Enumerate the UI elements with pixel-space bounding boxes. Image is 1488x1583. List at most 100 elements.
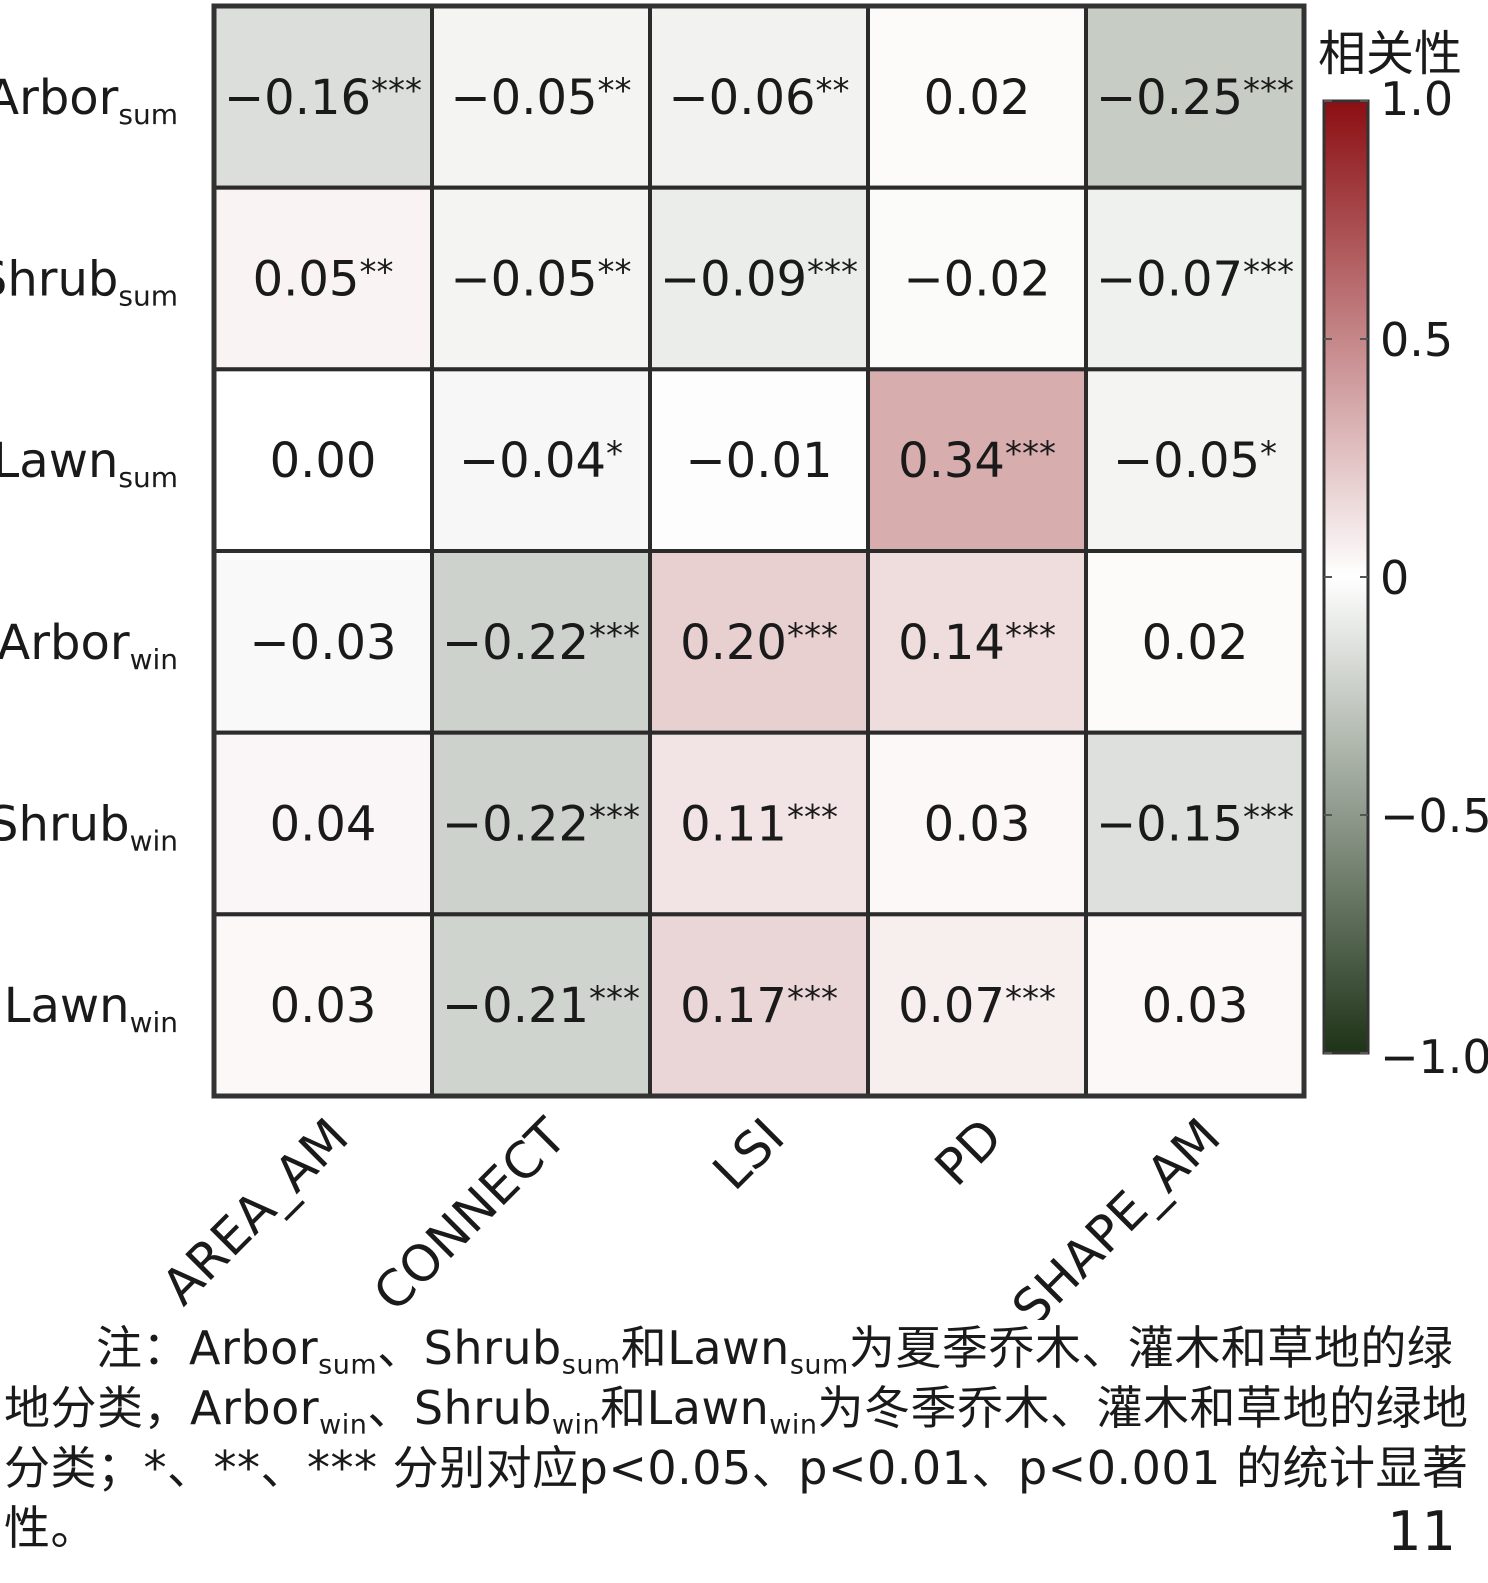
cell-value-label: 0.03 [1142,978,1249,1034]
note-text: 和 [620,1321,668,1375]
row-label-base: Lawn [4,978,130,1034]
note-variable: Arbor [190,1381,320,1435]
significance-stars: *** [787,979,838,1019]
cell-value-label: 0.04 [270,797,377,853]
row-label-subscript: win [130,1006,178,1039]
cell-value-label: 0.14*** [898,615,1056,671]
row-labels: ArborsumShrubsumLawnsumArborwinShrubwinL… [0,70,178,1039]
significance-stars: *** [787,616,838,656]
colorbar-tick-label: 0.5 [1380,313,1453,367]
note-variable: Arbor [189,1321,319,1375]
significance-stars: *** [1243,798,1294,838]
cell-value: −0.05 [450,70,597,126]
heatmap-cell [212,4,434,190]
note-variable-subscript: win [319,1409,368,1441]
cell-value-label: −0.01 [685,433,832,489]
heatmap-cell [866,185,1088,372]
cell-value-label: 0.02 [924,70,1031,126]
heatmap-cell [648,912,870,1098]
heatmap-cell [212,730,434,917]
cell-value: 0.11 [680,797,787,853]
row-label-subscript: sum [118,280,178,313]
cell-value-label: 0.03 [924,797,1031,853]
row-label-base: Shrub [0,252,118,308]
note-variable-subscript: win [769,1409,818,1441]
row-label: Shrubwin [0,797,178,858]
significance-stars: ** [816,71,850,111]
significance-stars: *** [807,253,858,293]
cell-value-label: −0.21*** [442,978,640,1034]
row-label-subscript: sum [118,461,178,494]
significance-stars: *** [589,798,640,838]
note-prefix: 注： [96,1321,189,1375]
cell-value-label: 0.05** [253,252,394,308]
column-label: CONNECT [362,1107,577,1320]
cell-value-label: −0.07*** [1096,252,1294,308]
heatmap-cell [648,367,870,554]
cell-value: 0.03 [270,978,377,1034]
colorbar-ticks: 1.0 0.5 0 −0.5 −1.0 [1324,72,1488,1084]
row-label-subscript: sum [118,98,178,131]
heatmap-cell [430,912,652,1098]
cell-value: 0.07 [898,978,1005,1034]
note-variable-subscript: win [551,1409,601,1441]
row-label-base: Arbor [0,615,130,671]
heatmap-cell [212,185,434,372]
column-label: SHAPE_AM [1001,1107,1231,1320]
cell-value-label: 0.00 [270,433,377,489]
cell-value-label: 0.07*** [898,978,1056,1034]
significance-stars: *** [787,798,838,838]
page-number: 11 [1387,1500,1456,1563]
cell-value-label: 0.17*** [680,978,838,1034]
colorbar-tick-label: 1.0 [1380,72,1453,126]
cell-value: −0.09 [660,252,807,308]
heatmap-cell [1084,367,1306,554]
cell-value-label: −0.02 [903,252,1050,308]
heatmap-cell [430,730,652,917]
note-variable: Lawn [646,1381,770,1435]
significance-stars: *** [589,616,640,656]
cell-value: −0.25 [1096,70,1243,126]
note-text: 为夏季乔木、灌木和草地的绿地分类， [4,1321,1454,1435]
cell-value-label: −0.16*** [224,70,422,126]
cell-value: 0.34 [898,433,1005,489]
correlation-heatmap-chart: −0.16*** −0.05** −0.06** 0.02 −0.25***0.05**… [0,3,1488,1320]
cell-value: 0.03 [1142,978,1249,1034]
cell-value: −0.06 [668,70,815,126]
row-label-base: Lawn [0,433,118,489]
note-variable: Shrub [413,1381,552,1435]
colorbar-tick-label: −1.0 [1380,1030,1488,1084]
heatmap-cell [866,4,1088,190]
cell-value-label: −0.05** [450,252,631,308]
significance-stars: *** [1243,253,1294,293]
row-label: Arborsum [0,70,178,131]
column-label: AREA_AM [151,1107,360,1316]
significance-stars: *** [589,979,640,1019]
significance-stars: ** [598,71,632,111]
cell-value: −0.07 [1096,252,1243,308]
row-label-base: Shrub [0,797,130,853]
significance-stars: *** [1243,71,1294,111]
row-label: Lawnsum [0,433,178,494]
cell-value: −0.04 [459,433,606,489]
heatmap-cell [1084,185,1306,372]
heatmap-cell [1084,912,1306,1098]
cell-value-label: −0.03 [249,615,396,671]
cell-value: 0.17 [680,978,787,1034]
row-label-base: Arbor [0,70,119,126]
cell-value-label: 0.11*** [680,797,838,853]
note-text: 、 [367,1381,414,1435]
cell-value: 0.00 [270,433,377,489]
row-label-subscript: win [130,825,178,858]
colorbar-tick-label: −0.5 [1380,789,1488,843]
cell-value-label: −0.05* [1113,433,1277,489]
note-variable: Lawn [667,1321,790,1375]
note-variable-subscript: sum [318,1349,378,1381]
heatmap-cell [648,185,870,372]
cell-value: 0.14 [898,615,1005,671]
cell-value-label: 0.34*** [898,433,1056,489]
heatmap-cells: −0.16*** −0.05** −0.06** 0.02 −0.25***0.05**… [212,4,1306,1098]
heatmap-cell [866,730,1088,917]
colorbar-tick-label: 0 [1380,551,1409,605]
